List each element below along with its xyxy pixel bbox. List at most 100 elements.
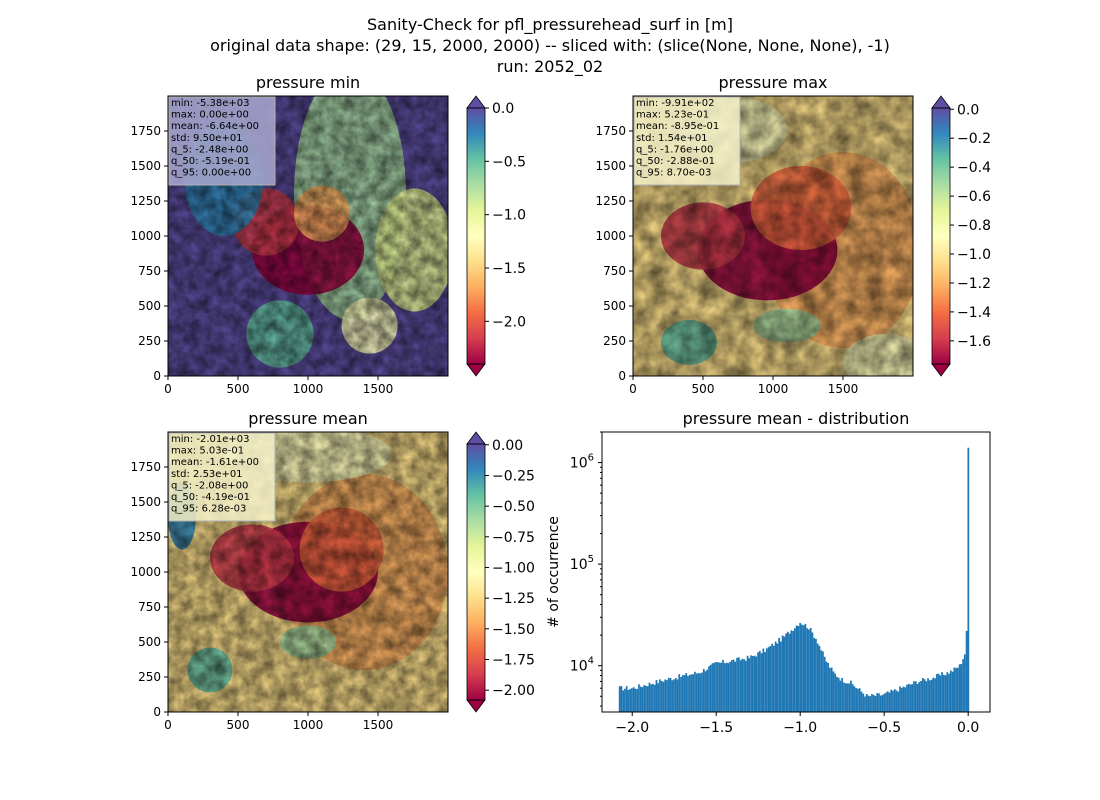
colorbar-extend-top [466,431,486,445]
histogram-bar [846,683,849,712]
stats-line: std: 9.50e+01 [171,133,243,144]
x-tick-label: 500 [227,718,250,732]
colorbar-tick-label: −2.00 [492,683,535,699]
histogram-bar [762,648,765,712]
histogram-bar [622,690,625,712]
histogram-bar [666,680,668,712]
histogram-bar [867,695,870,712]
histogram-bar [892,690,894,712]
histogram-bar [890,689,893,712]
panel-title: pressure mean [248,409,368,428]
histogram-bar [829,667,831,712]
histogram-bar [958,664,961,712]
panel-title: pressure mean - distribution [683,409,910,428]
stats-line: max: 5.23e-01 [636,110,709,121]
y-tick-label: 105 [570,554,594,573]
y-tick-label: 1500 [595,159,626,173]
y-tick-label: 1500 [130,495,161,509]
colorbar-tick-label: −1.50 [492,622,535,638]
histogram-bar [871,693,873,712]
histogram-bar [872,694,875,712]
histogram-bar [722,659,724,712]
figure-title-line-2: original data shape: (29, 15, 2000, 2000… [210,36,890,55]
histogram-bar [779,641,782,712]
histogram-bar [650,684,653,712]
figure-title: Sanity-Check for pfl_pressurehead_surf i… [210,15,890,77]
histogram-bar [641,687,644,712]
histogram-bar [895,690,898,712]
histogram-bar [960,663,963,712]
histogram-bar [669,678,672,712]
histogram-bar [771,643,773,712]
histogram-bar [671,680,674,712]
x-tick-label: 0 [164,718,172,732]
y-tick-label: 0 [618,369,626,383]
histogram-bar [702,669,705,712]
histogram-bar [718,662,721,712]
colorbar-tick-label: −0.50 [492,499,535,515]
histogram-bar [801,624,803,712]
histogram-bar [624,688,626,712]
histogram-bar [818,645,821,712]
histogram-bar [730,660,733,712]
x-tick-label: 500 [692,382,715,396]
colorbar-tick-label: −0.75 [492,530,535,546]
colorbar-extend-top [466,95,486,109]
histogram-bar [879,695,882,712]
histogram-bar [788,633,791,712]
x-tick-label: −2.0 [615,720,649,736]
histogram-bar [753,655,756,712]
histogram-bar [631,688,633,712]
histogram-bar [932,677,935,712]
stats-line: mean: -8.95e-01 [636,121,719,132]
histogram-bar [716,662,719,712]
y-tick-label: 750 [138,600,161,614]
histogram-bar [751,655,754,712]
colorbar-tick-label: −1.2 [957,276,991,292]
histogram-bar [681,675,684,712]
histogram-bar [694,671,696,712]
histogram-bar [743,659,745,712]
colorbar-tick-label: −1.0 [957,247,991,263]
histogram-bar [737,657,740,712]
histogram-bar [937,673,940,712]
histogram-bar [783,636,786,712]
histogram-bar [885,692,887,712]
histogram-bar [899,686,901,712]
histogram-bar [660,681,663,712]
histogram-bar [881,694,884,712]
histogram-bar [750,655,752,712]
histogram-bar [709,664,712,712]
histogram-bar [935,674,938,712]
heatmap-panel-2: pressure max 0 500 1000 1500 0 250 500 750 1000 12… [595,73,991,396]
histogram-bar [802,625,805,712]
histogram-bar [715,662,717,712]
stats-line: max: 5.03e-01 [171,446,244,457]
histogram-bar [820,650,823,712]
colorbar-tick-label: 0.00 [492,438,523,454]
colorbar-tick-label: −0.2 [957,131,991,147]
histogram-bar [913,681,915,712]
colorbar: 0.0 −0.5 −1.0 −1.5 −2.0 [466,95,526,377]
histogram-bar [893,689,896,712]
stats-line: max: 0.00e+00 [171,110,249,121]
stats-line: q_50: -4.19e-01 [171,492,250,503]
histogram-bar [734,661,737,712]
stats-line: min: -9.91e+02 [636,98,715,109]
heatmap-panel-1: pressure min 0 500 1000 1500 0 250 500 750 1000 12… [130,73,526,396]
histogram-bar [808,629,810,712]
y-tick-label: 1250 [130,530,161,544]
axes-frame [601,431,991,713]
y-tick-label: 0 [153,705,161,719]
histogram-bar [897,691,900,712]
histogram-bars [618,447,970,712]
colorbar-tick-label: 0.0 [957,102,979,118]
stats-line: std: 1.54e+01 [636,133,708,144]
colorbar-tick-label: −1.25 [492,591,535,607]
histogram-bar [620,686,623,712]
histogram-bar [888,692,891,712]
x-tick-label: 1000 [758,382,789,396]
histogram-bar [708,666,710,712]
histogram-bar [965,630,968,712]
histogram-bar [962,659,964,712]
